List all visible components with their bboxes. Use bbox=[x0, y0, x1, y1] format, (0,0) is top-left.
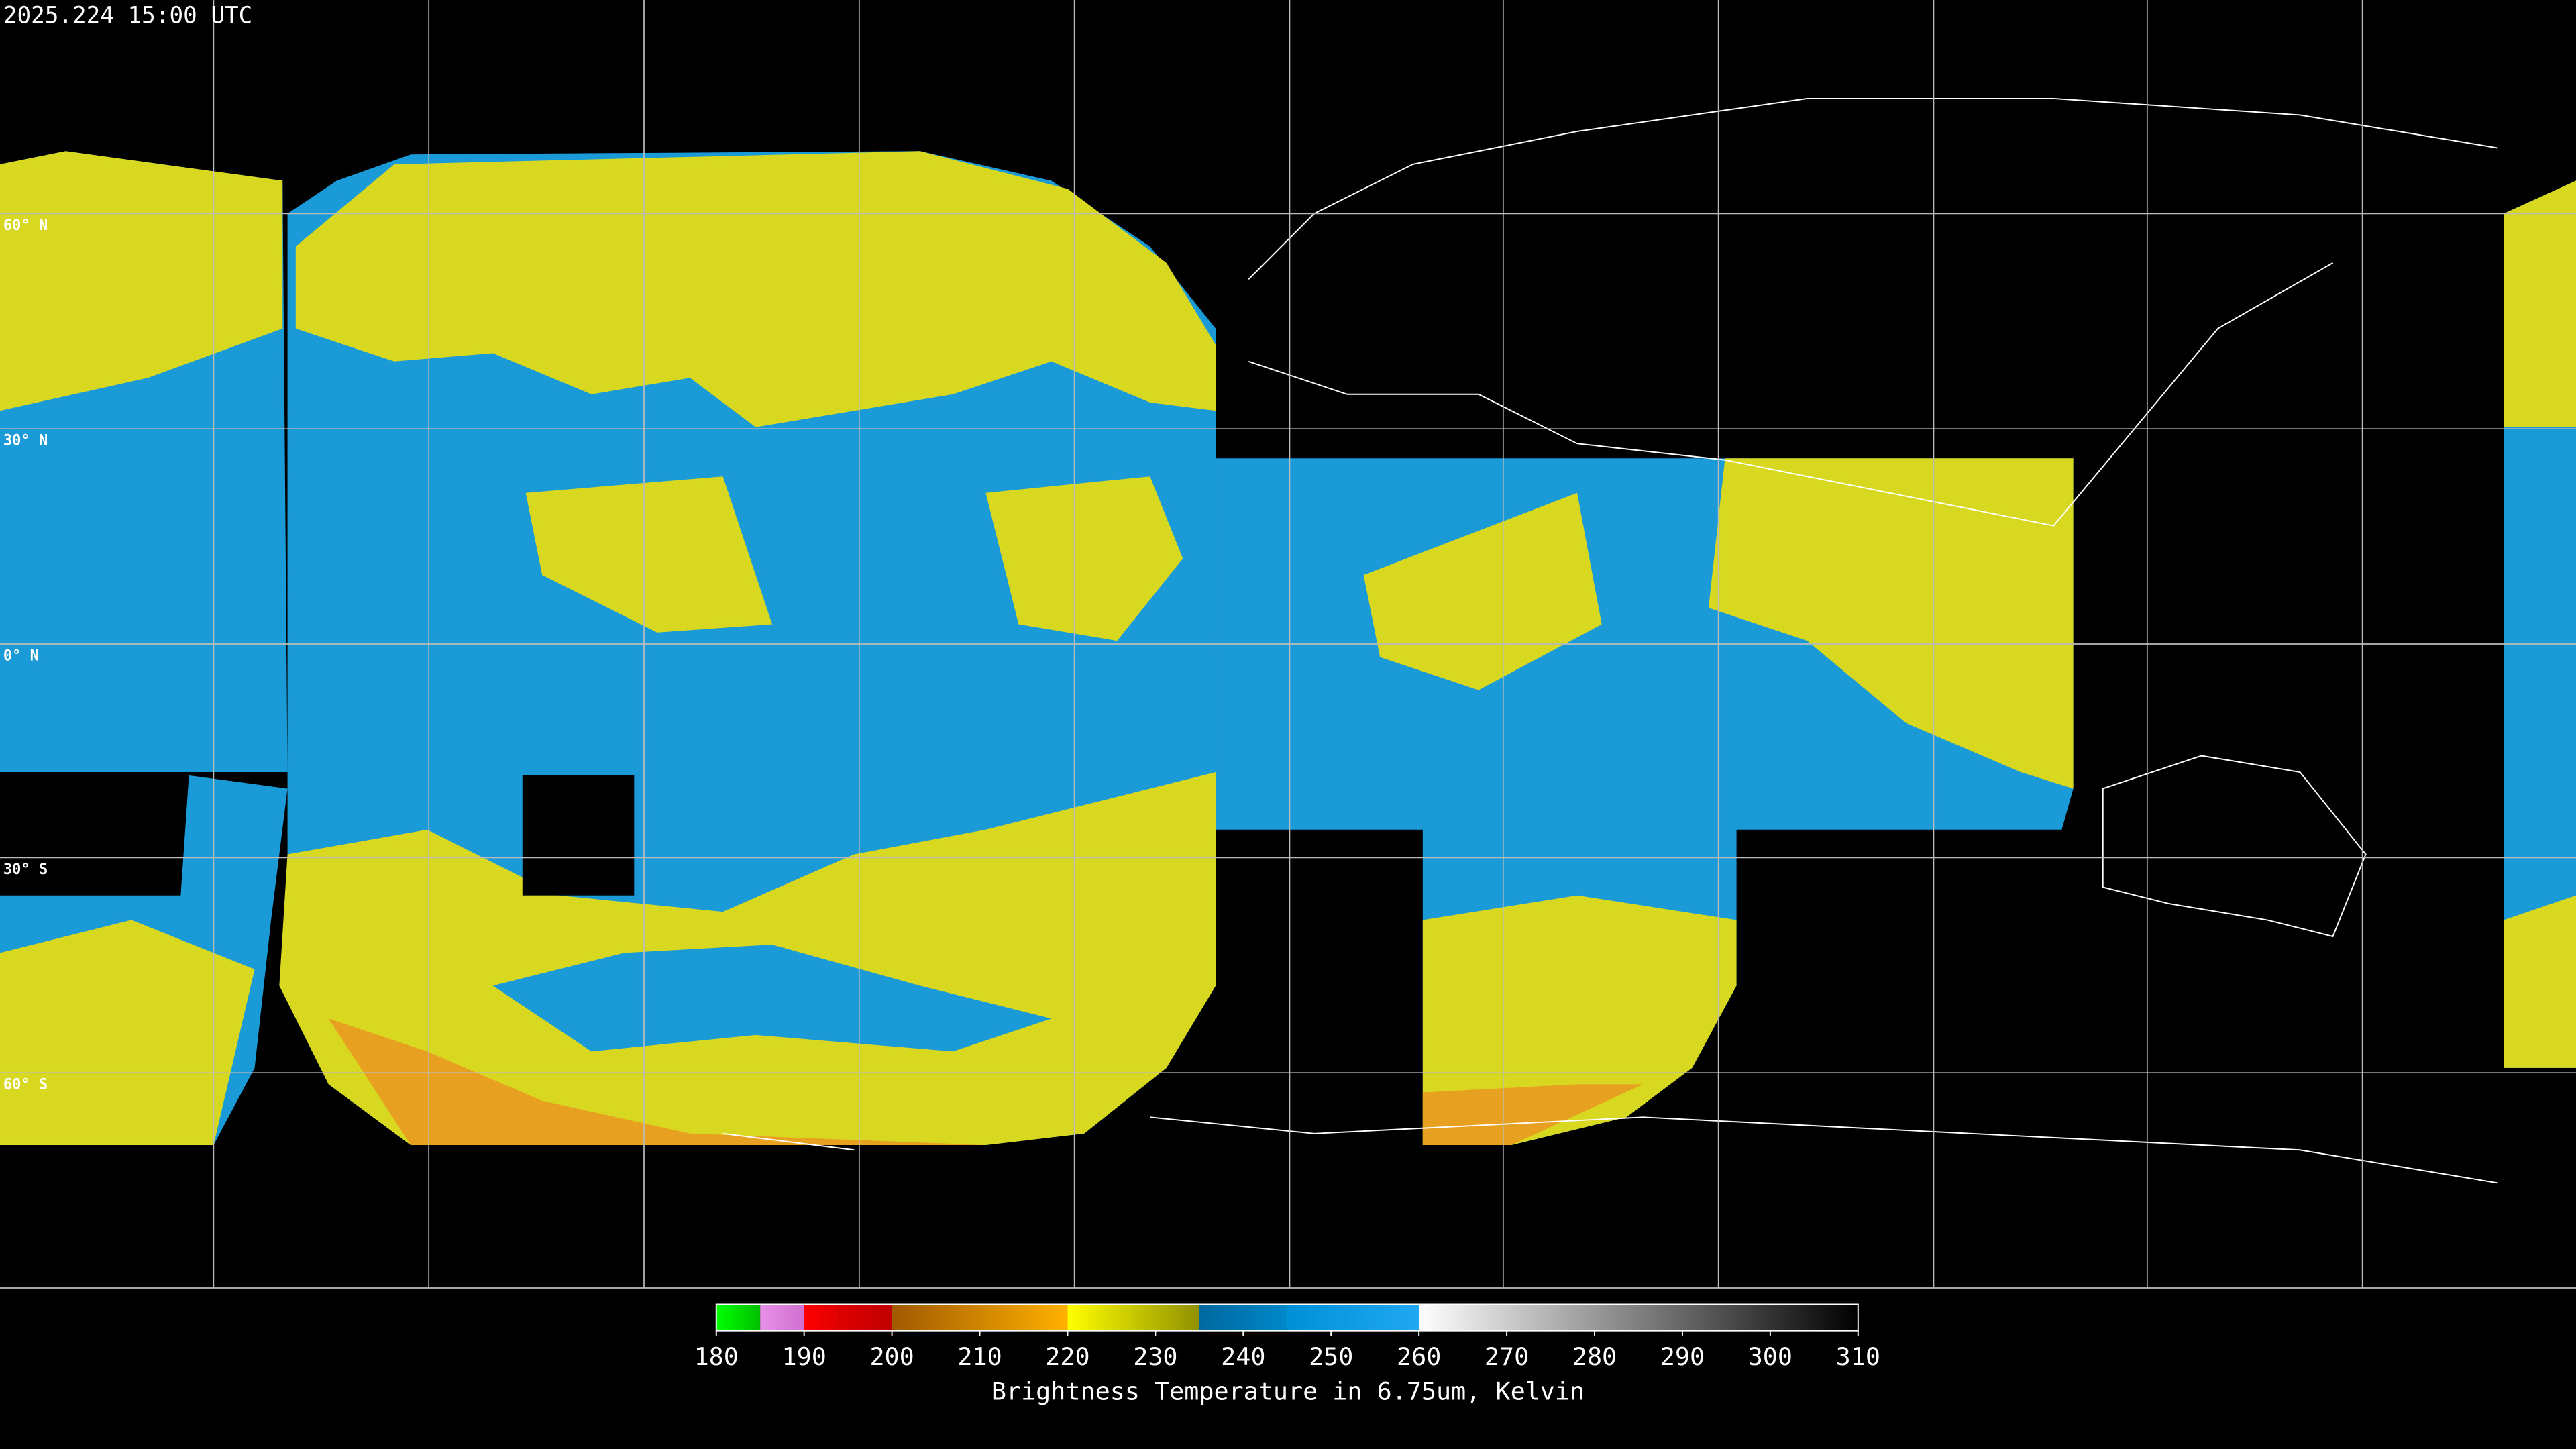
lat-label: 60° N bbox=[3, 217, 48, 234]
convection bbox=[525, 476, 773, 633]
colorbar-segment bbox=[1067, 1304, 1199, 1331]
colorbar-segment bbox=[892, 1304, 1068, 1331]
colorbar-segment bbox=[1419, 1304, 1858, 1331]
moist-region bbox=[0, 151, 283, 411]
tick-label: 250 bbox=[1309, 1342, 1353, 1371]
colorbar-segment bbox=[839, 1304, 892, 1331]
moist-region bbox=[2504, 180, 2576, 1068]
moist-region bbox=[295, 151, 1216, 427]
tick-label: 230 bbox=[1133, 1342, 1177, 1371]
lat-label: 0° N bbox=[3, 647, 39, 664]
moist-region bbox=[1708, 458, 2074, 789]
tick-label: 260 bbox=[1397, 1342, 1441, 1371]
colorbar-segment bbox=[716, 1304, 761, 1331]
tick-label: 280 bbox=[1572, 1342, 1617, 1371]
colorbar-segment bbox=[804, 1304, 840, 1331]
cold-region bbox=[1422, 1084, 1643, 1145]
cold-region bbox=[328, 1018, 986, 1145]
tick-label: 300 bbox=[1748, 1342, 1792, 1371]
timestamp: 2025.224 15:00 UTC bbox=[3, 2, 252, 29]
tick-label: 180 bbox=[694, 1342, 739, 1371]
no-data bbox=[522, 775, 635, 896]
colorbar-segment bbox=[1287, 1304, 1419, 1331]
tick-label: 270 bbox=[1485, 1342, 1529, 1371]
tick-label: 190 bbox=[782, 1342, 826, 1371]
lat-label: 30° S bbox=[3, 861, 48, 878]
tick-label: 220 bbox=[1045, 1342, 1089, 1371]
dry-region bbox=[492, 945, 1052, 1052]
colorbar: 180 190 200 210 220 230 240 250 260 270 280 290 300 3… bbox=[694, 1303, 1880, 1371]
convection bbox=[985, 476, 1183, 641]
tick-label: 310 bbox=[1836, 1342, 1880, 1371]
lat-labels: 60° N 30° N 0° N 30° S 60° S bbox=[3, 217, 48, 1093]
colorbar-segment bbox=[1199, 1304, 1287, 1331]
colorbar-segment bbox=[760, 1304, 804, 1331]
imagery bbox=[0, 151, 2576, 1145]
coastlines bbox=[722, 97, 2498, 1184]
tick-label: 290 bbox=[1660, 1342, 1705, 1371]
moist-region bbox=[1422, 895, 1737, 1145]
colorbar-label: Brightness Temperature in 6.75um, Kelvin bbox=[991, 1377, 1585, 1406]
colorbar-frame bbox=[715, 1303, 1859, 1332]
coastline bbox=[722, 97, 2498, 1184]
graticule bbox=[0, 0, 2576, 1289]
tick-label: 210 bbox=[957, 1342, 1002, 1371]
tick-label: 200 bbox=[869, 1342, 914, 1371]
moist-region bbox=[0, 920, 255, 1145]
convection bbox=[1363, 492, 1602, 690]
lat-label: 30° N bbox=[3, 433, 48, 449]
lat-label: 60° S bbox=[3, 1077, 48, 1093]
tick-label: 240 bbox=[1221, 1342, 1265, 1371]
